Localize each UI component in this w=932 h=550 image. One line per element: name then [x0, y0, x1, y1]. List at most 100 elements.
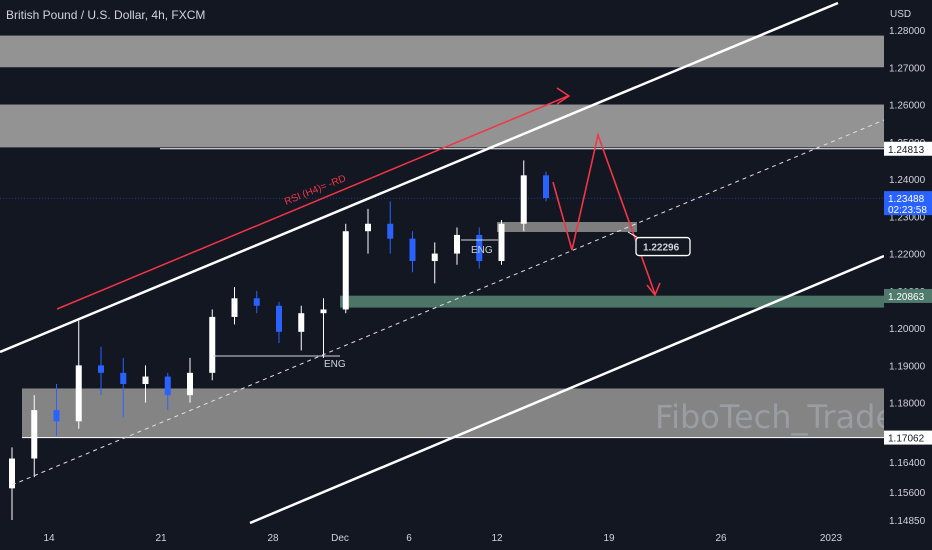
y-tick-label: 1.27000 [889, 63, 926, 74]
x-tick-label: 26 [715, 533, 727, 544]
currency-label: USD [890, 9, 911, 20]
projection-arrow-head [646, 282, 661, 297]
x-tick-label: 6 [406, 533, 412, 544]
candle-body [142, 376, 149, 384]
zone-support-green[interactable] [340, 295, 884, 308]
candle-body [253, 298, 260, 306]
price-tag[interactable]: 1.24813 [884, 141, 932, 156]
candle[interactable] [276, 302, 282, 344]
x-tick-label: 2023 [820, 533, 843, 544]
candle[interactable] [454, 227, 460, 265]
candle-body [543, 175, 549, 199]
candle[interactable] [298, 305, 305, 351]
watermark-text: FiboTech_Trade [655, 398, 895, 436]
zone-retest[interactable] [497, 222, 637, 232]
candle[interactable] [387, 201, 394, 254]
candle-body [276, 305, 282, 332]
callout-box [635, 236, 691, 257]
candle-body [187, 372, 193, 396]
y-tick-label: 1.26000 [889, 101, 926, 112]
channel-mid-dashed-line[interactable] [11, 119, 885, 486]
channel-upper-line[interactable] [0, 1, 839, 354]
candle[interactable] [520, 160, 527, 232]
channel-lower-line[interactable] [249, 254, 885, 525]
candle-body [476, 234, 483, 262]
y-tick-label: 1.18000 [889, 399, 926, 410]
candle-body [9, 458, 15, 489]
candle[interactable] [187, 357, 193, 403]
candle-body [75, 365, 82, 422]
candle[interactable] [253, 290, 260, 314]
candle-body [520, 175, 527, 224]
y-tick-label: 1.22000 [889, 250, 926, 261]
candle-body [342, 231, 349, 310]
time-axis[interactable] [0, 528, 884, 550]
candle[interactable] [231, 287, 238, 325]
zone-resistance-lower[interactable] [0, 104, 884, 148]
price-tag-label: 1.24813 [888, 145, 925, 156]
x-tick-label: 14 [43, 533, 55, 544]
candle-body [431, 253, 438, 262]
candle[interactable] [409, 231, 416, 273]
candle[interactable] [142, 365, 149, 403]
price-tag[interactable]: 1.17062 [884, 430, 932, 445]
y-tick-label: 1.19000 [889, 361, 926, 372]
eng-label-1: ENG [324, 359, 346, 370]
candle[interactable] [342, 223, 349, 314]
price-tag-bg [884, 430, 932, 445]
zone-resistance-upper[interactable] [0, 35, 884, 68]
y-tick-label: 1.16400 [889, 458, 926, 469]
price-callout[interactable]: 1.22296 [627, 231, 691, 257]
zone-support-lower[interactable] [22, 388, 884, 438]
candle-body [387, 223, 394, 239]
candle-body [231, 298, 238, 317]
y-tick-label: 1.15600 [889, 488, 926, 499]
x-tick-label: 19 [603, 533, 615, 544]
divergence-arrow-head [556, 87, 571, 105]
candle[interactable] [164, 372, 171, 411]
candle[interactable] [209, 309, 216, 381]
price-tag-timer: 02:23:58 [888, 205, 927, 216]
price-tag[interactable]: 1.20863 [884, 288, 932, 303]
candle-body [454, 234, 460, 254]
y-tick-label: 1.23000 [889, 212, 926, 223]
price-tag-bg [884, 288, 932, 303]
candle-body [298, 313, 305, 332]
candle-body [409, 238, 416, 262]
candle-body [164, 376, 171, 396]
price-tag-label: 1.17062 [888, 434, 925, 445]
candle[interactable] [31, 395, 38, 478]
candle-body [98, 365, 104, 373]
price-tag-label: 1.23488 [888, 194, 925, 205]
candle[interactable] [498, 220, 505, 265]
candle[interactable] [53, 383, 60, 437]
candle-body [31, 410, 38, 459]
y-tick-label: 1.14850 [889, 516, 926, 527]
price-axis[interactable] [884, 0, 932, 550]
candle[interactable] [98, 346, 104, 396]
y-tick-label: 1.24000 [889, 175, 926, 186]
candle[interactable] [431, 242, 438, 284]
x-tick-label: 21 [155, 533, 167, 544]
candle-body [53, 410, 60, 422]
candle[interactable] [543, 171, 549, 202]
candle-body [498, 223, 505, 262]
x-tick-label: Dec [331, 533, 349, 544]
candle[interactable] [120, 357, 127, 418]
x-tick-label: 12 [491, 533, 503, 544]
candle[interactable] [476, 227, 483, 269]
projection-path[interactable] [552, 132, 656, 295]
candle[interactable] [75, 320, 82, 429]
candle[interactable] [9, 447, 15, 520]
divergence-arrow-line[interactable] [56, 95, 569, 310]
candle[interactable] [365, 208, 371, 254]
eng-label-2: ENG [471, 245, 493, 256]
price-tag-bg [884, 191, 932, 216]
rsi-divergence-label: RSI (H4)= -RD [283, 173, 348, 208]
callout-label: 1.22296 [643, 243, 680, 254]
x-tick-label: 28 [267, 533, 279, 544]
candle-body [320, 309, 327, 314]
candle[interactable] [320, 298, 327, 358]
